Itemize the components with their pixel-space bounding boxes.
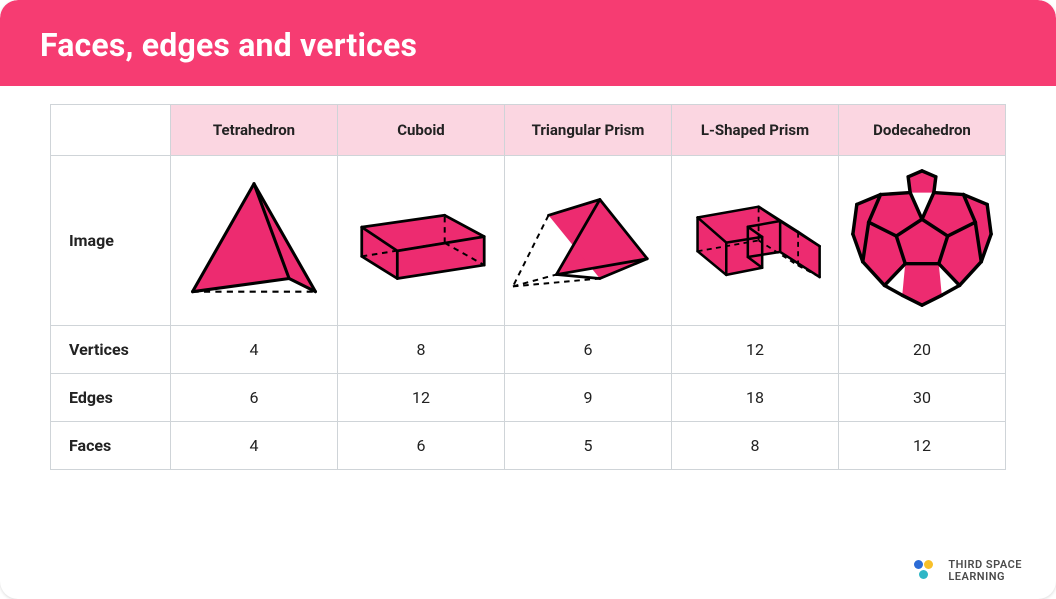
cell-value: 4 bbox=[171, 326, 338, 374]
shape-cell-triangular-prism bbox=[505, 156, 672, 326]
polyhedra-table: Tetrahedron Cuboid Triangular Prism L-Sh… bbox=[50, 104, 1006, 470]
header-blank bbox=[51, 105, 171, 156]
header-banner: Faces, edges and vertices bbox=[0, 0, 1056, 86]
col-header: Cuboid bbox=[338, 105, 505, 156]
cell-value: 5 bbox=[505, 422, 672, 470]
triangular-prism-icon bbox=[509, 164, 667, 314]
col-header: Dodecahedron bbox=[839, 105, 1006, 156]
cell-value: 12 bbox=[672, 326, 839, 374]
cell-value: 6 bbox=[338, 422, 505, 470]
dodecahedron-icon bbox=[843, 164, 1001, 314]
row-label-faces: Faces bbox=[51, 422, 171, 470]
cell-value: 6 bbox=[505, 326, 672, 374]
tetrahedron-icon bbox=[175, 164, 333, 314]
row-label-edges: Edges bbox=[51, 374, 171, 422]
cell-value: 30 bbox=[839, 374, 1006, 422]
page-title: Faces, edges and vertices bbox=[40, 26, 1016, 64]
row-label-vertices: Vertices bbox=[51, 326, 171, 374]
cell-value: 12 bbox=[839, 422, 1006, 470]
brand-logo-icon bbox=[910, 560, 938, 582]
cell-value: 4 bbox=[171, 422, 338, 470]
cell-value: 8 bbox=[672, 422, 839, 470]
cuboid-icon bbox=[342, 164, 500, 314]
cell-value: 9 bbox=[505, 374, 672, 422]
shape-cell-tetrahedron bbox=[171, 156, 338, 326]
row-label-image: Image bbox=[51, 156, 171, 326]
cell-value: 6 bbox=[171, 374, 338, 422]
shape-cell-cuboid bbox=[338, 156, 505, 326]
l-prism-icon bbox=[676, 164, 834, 314]
brand-footer: THIRD SPACE LEARNING bbox=[910, 559, 1022, 583]
shape-cell-l-prism bbox=[672, 156, 839, 326]
cell-value: 12 bbox=[338, 374, 505, 422]
cell-value: 18 bbox=[672, 374, 839, 422]
shape-cell-dodecahedron bbox=[839, 156, 1006, 326]
col-header: L-Shaped Prism bbox=[672, 105, 839, 156]
cell-value: 20 bbox=[839, 326, 1006, 374]
cell-value: 8 bbox=[338, 326, 505, 374]
table-container: Tetrahedron Cuboid Triangular Prism L-Sh… bbox=[0, 86, 1056, 470]
col-header: Triangular Prism bbox=[505, 105, 672, 156]
col-header: Tetrahedron bbox=[171, 105, 338, 156]
brand-line2: LEARNING bbox=[948, 571, 1022, 583]
brand-name: THIRD SPACE LEARNING bbox=[948, 559, 1022, 583]
